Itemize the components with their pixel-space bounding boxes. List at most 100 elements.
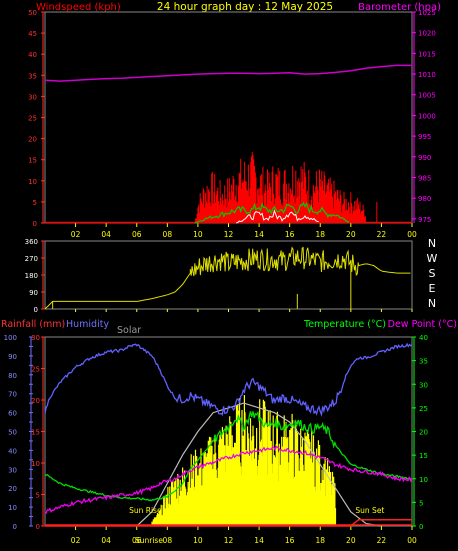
temp-y-tick-label: 25 [419,405,428,413]
wind-average-line [194,201,350,224]
wind-x-tick-label: 04 [101,230,111,239]
temp-y-tick-label: 20 [419,429,428,437]
wind-barometer-chart: 0510152025303540455097598098599099510001… [28,9,436,239]
dir-y-tick-label: 180 [25,272,38,280]
humidity-y-tick-label: 40 [8,447,17,455]
wind-gust-series [195,151,366,223]
humidity-y-tick-label: 70 [8,391,17,399]
compass-label-w: W [427,252,438,265]
baro-y-tick-label: 985 [418,174,431,182]
humidity-y-tick-label: 0 [13,523,17,531]
dew-point-line [44,445,413,514]
weather-x-tick-label: 14 [254,536,264,545]
wind-y-tick-label: 45 [28,30,37,38]
sun-set-label: Sun Set [355,506,384,515]
weather-x-tick-label: 16 [285,536,295,545]
baro-y-tick-label: 1005 [418,92,436,100]
weather-x-tick-label: 22 [377,536,387,545]
weather-x-tick-label: 08 [163,536,173,545]
wind-x-tick-label: 08 [163,230,173,239]
windspeed-axis-label: Windspeed (kph) [36,2,121,13]
humidity-y-tick-label: 100 [4,334,17,342]
wind-x-tick-label: 00 [407,230,417,239]
weather-x-tick-label: 06 [132,536,142,545]
weather-x-tick-label: 18 [315,536,325,545]
solar-measured-series [151,395,337,526]
solar-axis-label: Solar [117,325,141,336]
temp-y-tick-label: 5 [419,499,423,507]
baro-y-tick-label: 1020 [418,30,436,38]
wind-x-tick-label: 18 [315,230,325,239]
baro-y-tick-label: 1015 [418,50,436,58]
weather-x-tick-label: 02 [71,536,81,545]
humidity-y-tick-label: 80 [8,372,17,380]
wind-y-tick-label: 25 [28,115,37,123]
compass-label-n: N [428,297,436,310]
wind-lull-line [235,209,319,224]
baro-y-tick-label: 990 [418,154,431,162]
humidity-y-tick-label: 10 [8,504,17,512]
weather-x-tick-label: 20 [346,536,356,545]
dew-point-axis-label: Dew Point (°C) [388,319,457,330]
wind-x-tick-label: 12 [224,230,234,239]
weather-x-tick-label: 10 [193,536,203,545]
compass-label-e: E [429,282,436,295]
baro-y-tick-label: 980 [418,195,431,203]
rain-y-tick-label: 25 [31,366,40,374]
humidity-y-tick-label: 50 [8,429,17,437]
temp-y-tick-label: 35 [419,358,428,366]
temperature-humidity-solar-chart: 0102030405060708090100051015202530051015… [4,334,428,545]
dir-y-tick-label: 90 [29,289,38,297]
wind-x-tick-label: 14 [254,230,264,239]
baro-y-tick-label: 1010 [418,71,436,79]
rain-y-tick-label: 15 [31,429,40,437]
baro-y-tick-label: 1025 [418,9,436,17]
temp-y-tick-label: 0 [419,523,423,531]
graph-title: 24 hour graph day : 12 May 2025 [157,1,333,13]
humidity-axis-label: Humidity [66,319,109,330]
humidity-y-tick-label: 30 [8,466,17,474]
solar-theoretical-line [136,402,382,527]
rain-y-tick-label: 20 [31,397,40,405]
barometer-axis-label: Barometer (hpa) [358,2,441,13]
wind-y-tick-label: 15 [28,157,37,165]
humidity-y-tick-label: 20 [8,485,17,493]
sunrise-tick-label: Sunrise [135,536,163,545]
rain-y-tick-label: 5 [36,492,40,500]
wind-x-tick-label: 22 [377,230,387,239]
rain-y-tick-label: 0 [36,523,40,531]
baro-y-tick-label: 1000 [418,112,436,120]
wind-x-tick-label: 02 [71,230,81,239]
wind-y-tick-label: 40 [28,51,37,59]
baro-y-tick-label: 975 [418,216,431,224]
rain-y-tick-label: 10 [31,460,40,468]
humidity-y-tick-label: 90 [8,353,17,361]
barometer-line [44,64,412,82]
wind-x-tick-label: 10 [193,230,203,239]
temperature-axis-label: Temperature (°C) [303,319,386,330]
wind-y-tick-label: 0 [33,220,37,228]
weather-x-tick-label: 00 [407,536,417,545]
humidity-line [44,342,413,418]
wind-y-tick-label: 20 [28,136,37,144]
temp-y-tick-label: 30 [419,381,428,389]
temp-y-tick-label: 15 [419,452,428,460]
wind-y-tick-label: 5 [33,199,37,207]
compass-label-n: N [428,237,436,250]
wind-x-tick-label: 20 [346,230,356,239]
weather-x-tick-label: 04 [101,536,111,545]
wind-x-tick-label: 06 [132,230,142,239]
wind-x-tick-label: 16 [285,230,295,239]
rainfall-axis-label: Rainfall (mm) [1,319,65,330]
wind-y-tick-label: 10 [28,178,37,186]
dir-y-tick-label: 270 [25,255,38,263]
dir-y-tick-label: 0 [34,306,38,314]
rainfall-line [45,518,412,527]
weather-x-tick-label: 12 [224,536,234,545]
temp-y-tick-label: 10 [419,476,428,484]
wind-y-tick-label: 30 [28,93,37,101]
rain-y-tick-label: 30 [31,334,40,342]
temp-y-tick-label: 40 [419,334,428,342]
